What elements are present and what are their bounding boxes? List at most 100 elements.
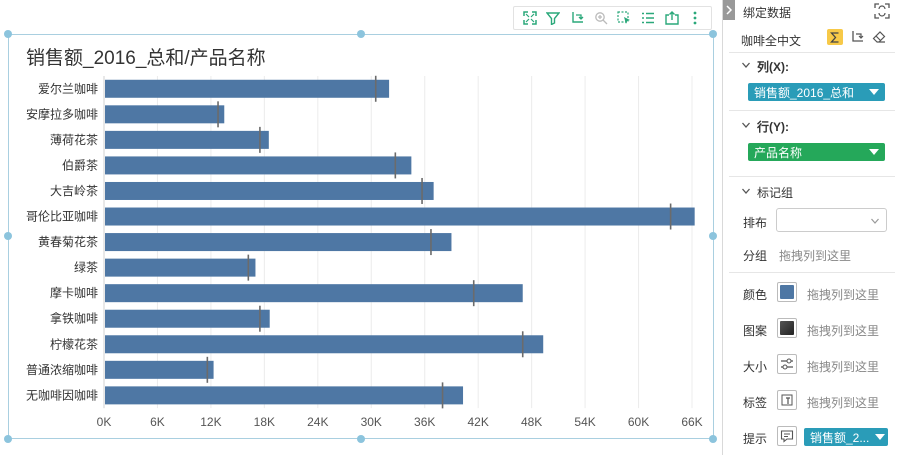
resize-handle[interactable]	[709, 435, 717, 443]
fit-screen-icon[interactable]	[522, 10, 538, 26]
panel-title: 绑定数据	[743, 6, 792, 20]
y-tick-label: 安摩拉多咖啡	[26, 106, 98, 121]
y-tick-label: 柠檬花茶	[50, 336, 98, 351]
bar	[105, 207, 695, 226]
bar	[105, 233, 452, 252]
pattern-drop-zone[interactable]: 拖拽列到这里	[807, 324, 880, 338]
resize-handle[interactable]	[4, 232, 12, 240]
bar	[105, 156, 412, 175]
columns-field-pill[interactable]: 销售额_2016_总和	[748, 83, 885, 101]
bar	[105, 130, 269, 149]
bind-data-panel: 绑定数据 咖啡全中文 列(X): 销售额_2016_总和 行(Y): 产品名称 …	[722, 0, 900, 455]
tooltip-button[interactable]	[777, 426, 797, 446]
chart-title: 销售额_2016_总和/产品名称	[26, 48, 266, 69]
label-label: 标签	[743, 396, 768, 410]
resize-handle[interactable]	[709, 232, 717, 240]
chart-toolbar	[513, 6, 712, 30]
color-swatch-button[interactable]	[777, 282, 797, 302]
text-label-icon	[781, 394, 793, 406]
chevron-down-icon	[871, 218, 879, 224]
sum-icon[interactable]	[827, 29, 843, 45]
dropdown-arrow-icon	[869, 89, 879, 95]
select-icon[interactable]	[616, 10, 632, 26]
columns-field-value: 销售额_2016_总和	[754, 85, 855, 100]
tooltip-icon	[780, 430, 794, 443]
resize-handle[interactable]	[4, 435, 12, 443]
y-tick-label: 拿铁咖啡	[50, 311, 98, 326]
rows-field-value: 产品名称	[754, 145, 803, 160]
data-source-name: 咖啡全中文	[741, 34, 802, 48]
bar	[105, 258, 256, 277]
export-icon[interactable]	[664, 10, 680, 26]
y-tick-label: 黄春菊花茶	[38, 234, 98, 249]
chart-canvas: 销售额_2016_总和/产品名称 0K 6K 12K 18K 24K 30K 36K 42K 4…	[4, 6, 717, 443]
y-tick-label: 哥伦比亚咖啡	[26, 209, 98, 224]
rows-field-pill[interactable]: 产品名称	[748, 143, 885, 161]
layout-select[interactable]	[776, 208, 887, 232]
pattern-label: 图案	[743, 324, 768, 338]
tooltip-field-pill[interactable]: 销售额_2...	[804, 428, 888, 446]
layout-label: 排布	[743, 216, 768, 230]
pattern-swatch-button[interactable]	[777, 318, 797, 338]
size-button[interactable]	[777, 354, 797, 374]
swap-axes-icon[interactable]	[850, 30, 864, 44]
chevron-down-icon[interactable]	[741, 120, 751, 130]
divider	[729, 52, 895, 53]
color-drop-zone[interactable]: 拖拽列到这里	[807, 288, 880, 302]
group-drop-zone[interactable]: 拖拽列到这里	[779, 249, 852, 263]
resize-handle[interactable]	[357, 30, 365, 38]
swap-axes-icon[interactable]	[569, 10, 585, 26]
bar	[105, 284, 523, 303]
resize-handle[interactable]	[709, 30, 717, 38]
group-label: 分组	[743, 249, 768, 263]
x-tick-label: 6K	[150, 415, 165, 429]
size-slider-icon	[781, 358, 793, 370]
dropdown-arrow-icon	[869, 149, 879, 155]
x-tick-label: 12K	[200, 415, 221, 429]
chevron-down-icon[interactable]	[741, 60, 751, 70]
tooltip-field-value: 销售额_2...	[810, 430, 870, 445]
collapse-panel-button[interactable]	[723, 0, 735, 20]
size-drop-zone[interactable]: 拖拽列到这里	[807, 360, 880, 374]
divider	[729, 176, 895, 177]
divider	[729, 110, 895, 111]
label-drop-zone[interactable]: 拖拽列到这里	[807, 396, 880, 410]
x-tick-label: 60K	[628, 415, 649, 429]
rows-label: 行(Y):	[757, 120, 789, 134]
divider	[729, 272, 895, 273]
eraser-icon[interactable]	[872, 30, 886, 44]
color-label: 颜色	[743, 288, 768, 302]
filter-icon[interactable]	[545, 10, 561, 26]
bar	[105, 105, 225, 124]
y-tick-label: 爱尔兰咖啡	[38, 81, 98, 96]
x-tick-label: 66K	[681, 415, 702, 429]
zoom-icon[interactable]	[593, 10, 609, 26]
y-tick-label: 薄荷花茶	[50, 132, 98, 147]
pattern-swatch-icon	[780, 321, 794, 335]
y-tick-label: 伯爵茶	[62, 157, 98, 172]
chevron-right-icon	[726, 5, 733, 15]
color-swatch-icon	[780, 285, 794, 299]
y-tick-label: 大吉岭茶	[50, 183, 98, 198]
list-icon[interactable]	[640, 10, 656, 26]
expand-icon[interactable]	[874, 3, 890, 19]
dropdown-arrow-icon	[875, 434, 886, 440]
more-icon[interactable]	[687, 10, 703, 26]
resize-handle[interactable]	[357, 435, 365, 443]
y-tick-label: 普通浓缩咖啡	[26, 362, 98, 377]
bar	[105, 360, 214, 379]
y-tick-label: 无咖啡因咖啡	[26, 387, 98, 402]
chevron-down-icon[interactable]	[741, 186, 751, 196]
marks-group-label: 标记组	[757, 186, 794, 200]
x-tick-label: 0K	[97, 415, 112, 429]
bar-chart: 0K 6K 12K 18K 24K 30K 36K 42K 48K 54K 60K 66K 爱尔兰咖啡安…	[26, 75, 703, 429]
label-button[interactable]	[777, 390, 797, 410]
bar	[105, 79, 390, 98]
x-tick-label: 42K	[468, 415, 489, 429]
x-tick-label: 24K	[307, 415, 328, 429]
tooltip-label: 提示	[743, 432, 768, 446]
x-tick-label: 54K	[574, 415, 595, 429]
columns-label: 列(X):	[757, 60, 789, 74]
size-label: 大小	[743, 360, 768, 374]
resize-handle[interactable]	[4, 30, 12, 38]
